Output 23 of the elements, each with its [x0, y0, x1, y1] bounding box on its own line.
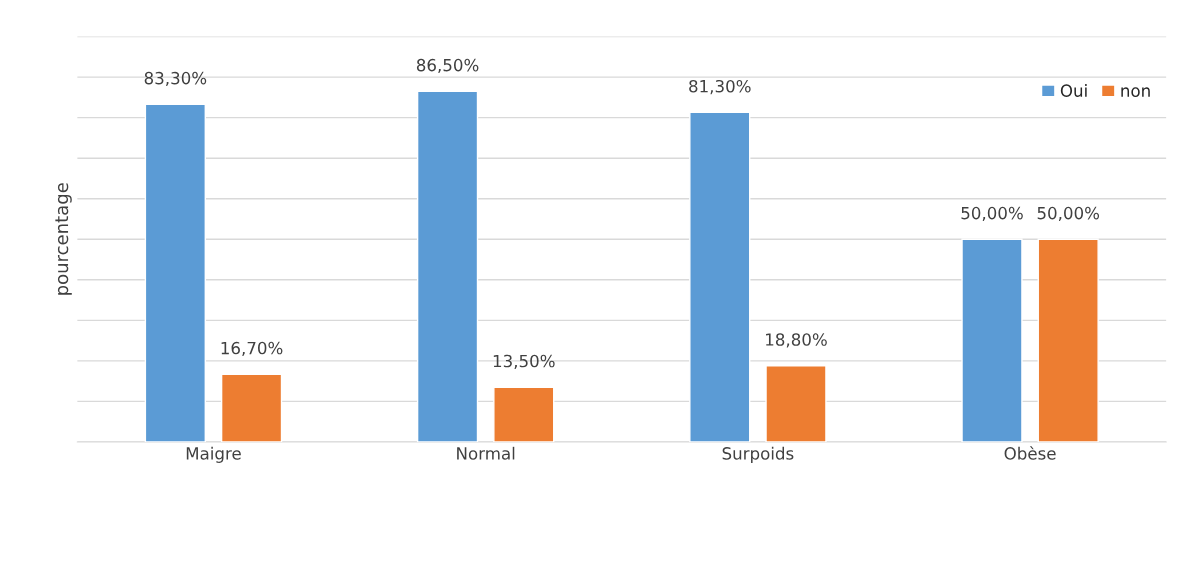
bar — [961, 238, 1023, 442]
legend-label: non — [1121, 87, 1150, 97]
data-label: 50,00% — [1037, 206, 1100, 222]
data-label: 13,50% — [493, 354, 555, 370]
legend-label: Oui — [1060, 84, 1087, 97]
x-tick-label: Maigre — [186, 446, 241, 463]
x-tick-label: Normal — [457, 446, 515, 460]
bar — [1037, 238, 1099, 442]
bar — [416, 90, 479, 442]
data-label: 83,30% — [144, 71, 207, 87]
data-label: 50,00% — [961, 206, 1023, 222]
data-label: 18,80% — [766, 333, 827, 348]
data-label: 86,50% — [416, 58, 479, 74]
bar — [765, 365, 827, 442]
x-tick-label: Surpoids — [722, 446, 794, 463]
data-label: 81,30% — [689, 79, 751, 95]
bar — [220, 373, 283, 442]
bar — [493, 386, 555, 442]
bar — [689, 111, 751, 442]
bar — [144, 103, 206, 442]
y-axis-title: pourcentage — [55, 183, 72, 295]
x-tick-label: Obèse — [1004, 446, 1056, 460]
data-label: 16,70% — [221, 341, 283, 357]
